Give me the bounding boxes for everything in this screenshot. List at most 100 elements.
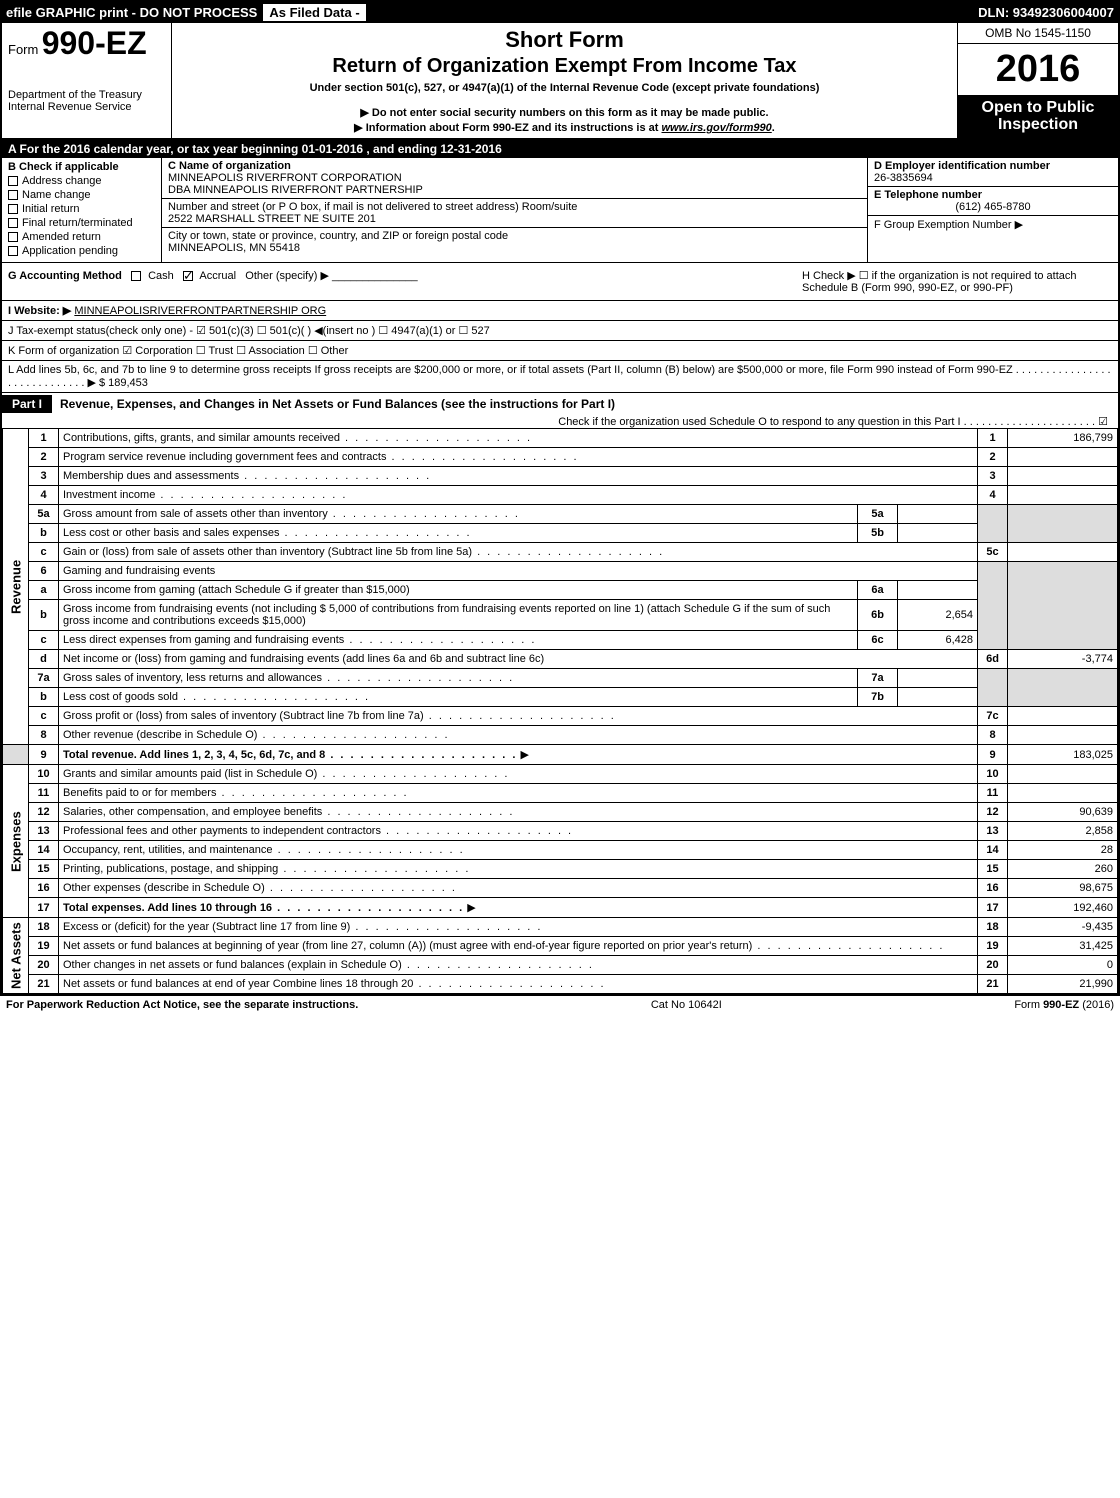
sidebar-netassets: Net Assets bbox=[3, 918, 29, 994]
l5a-num: 5a bbox=[29, 505, 59, 524]
chk-amended[interactable] bbox=[8, 232, 18, 242]
chk-amended-label: Amended return bbox=[22, 231, 101, 243]
h-check: H Check ▶ ☐ if the organization is not r… bbox=[802, 269, 1112, 294]
l21-desc: Net assets or fund balances at end of ye… bbox=[63, 978, 606, 990]
l6a-bn: 6a bbox=[858, 581, 898, 600]
org-name2: DBA MINNEAPOLIS RIVERFRONT PARTNERSHIP bbox=[168, 184, 861, 196]
col-def: D Employer identification number 26-3835… bbox=[868, 158, 1118, 262]
l19-num: 19 bbox=[29, 937, 59, 956]
addr-label: Number and street (or P O box, if mail i… bbox=[168, 201, 861, 213]
row-k-org: K Form of organization ☑ Corporation ☐ T… bbox=[2, 341, 1118, 361]
l11-val bbox=[1008, 784, 1118, 803]
l6b-num: b bbox=[29, 600, 59, 631]
l5c-desc: Gain or (loss) from sale of assets other… bbox=[63, 546, 664, 558]
l5b-bn: 5b bbox=[858, 524, 898, 543]
g-other: Other (specify) ▶ bbox=[245, 270, 329, 282]
open-line2: Inspection bbox=[960, 116, 1116, 134]
chk-pending[interactable] bbox=[8, 246, 18, 256]
info-pre: ▶ Information about Form 990-EZ and its … bbox=[354, 122, 661, 134]
l12-val: 90,639 bbox=[1008, 803, 1118, 822]
phone-value: (612) 465-8780 bbox=[874, 201, 1112, 213]
l7a-num: 7a bbox=[29, 669, 59, 688]
part1-label: Part I bbox=[2, 395, 52, 413]
header: Form 990-EZ Department of the Treasury I… bbox=[2, 23, 1118, 140]
l2-num: 2 bbox=[29, 448, 59, 467]
chk-final[interactable] bbox=[8, 218, 18, 228]
l18-val: -9,435 bbox=[1008, 918, 1118, 937]
l16-desc: Other expenses (describe in Schedule O) bbox=[63, 882, 457, 894]
l6b-bn: 6b bbox=[858, 600, 898, 631]
l11-rn: 11 bbox=[978, 784, 1008, 803]
l15-rn: 15 bbox=[978, 860, 1008, 879]
l16-val: 98,675 bbox=[1008, 879, 1118, 898]
l7a-bn: 7a bbox=[858, 669, 898, 688]
l17-desc: Total expenses. Add lines 10 through 16 bbox=[63, 902, 464, 914]
city-label: City or town, state or province, country… bbox=[168, 230, 861, 242]
l6c-desc: Less direct expenses from gaming and fun… bbox=[63, 634, 536, 646]
org-city: MINNEAPOLIS, MN 55418 bbox=[168, 242, 861, 254]
l4-rn: 4 bbox=[978, 486, 1008, 505]
l6a-num: a bbox=[29, 581, 59, 600]
part1-header: Part I Revenue, Expenses, and Changes in… bbox=[2, 393, 1118, 415]
chk-accrual[interactable] bbox=[183, 271, 193, 281]
sidebar-expenses: Expenses bbox=[3, 765, 29, 918]
tax-year: 2016 bbox=[958, 44, 1118, 95]
l9-desc: Total revenue. Add lines 1, 2, 3, 4, 5c,… bbox=[63, 749, 517, 761]
chk-name[interactable] bbox=[8, 190, 18, 200]
footer-mid: Cat No 10642I bbox=[651, 999, 722, 1011]
l7b-desc: Less cost of goods sold bbox=[63, 691, 370, 703]
l14-val: 28 bbox=[1008, 841, 1118, 860]
l7-greyV bbox=[1008, 669, 1118, 707]
l14-rn: 14 bbox=[978, 841, 1008, 860]
chk-cash[interactable] bbox=[131, 271, 141, 281]
l5c-rn: 5c bbox=[978, 543, 1008, 562]
l6d-rn: 6d bbox=[978, 650, 1008, 669]
info-post: . bbox=[772, 122, 775, 134]
chk-address-label: Address change bbox=[22, 175, 102, 187]
l15-desc: Printing, publications, postage, and shi… bbox=[63, 863, 470, 875]
chk-address[interactable] bbox=[8, 176, 18, 186]
l7c-desc: Gross profit or (loss) from sales of inv… bbox=[63, 710, 616, 722]
l13-desc: Professional fees and other payments to … bbox=[63, 825, 573, 837]
l5a-bn: 5a bbox=[858, 505, 898, 524]
l2-rn: 2 bbox=[978, 448, 1008, 467]
chk-initial[interactable] bbox=[8, 204, 18, 214]
l1-num: 1 bbox=[29, 429, 59, 448]
l19-val: 31,425 bbox=[1008, 937, 1118, 956]
l7b-bv bbox=[898, 688, 978, 707]
website-value[interactable]: MINNEAPOLISRIVERFRONTPARTNERSHIP ORG bbox=[74, 305, 326, 317]
l14-desc: Occupancy, rent, utilities, and maintena… bbox=[63, 844, 465, 856]
top-bar: efile GRAPHIC print - DO NOT PROCESS As … bbox=[2, 2, 1118, 23]
org-addr: 2522 MARSHALL STREET NE SUITE 201 bbox=[168, 213, 861, 225]
l7a-desc: Gross sales of inventory, less returns a… bbox=[63, 672, 514, 684]
l5b-bv bbox=[898, 524, 978, 543]
l1-val: 186,799 bbox=[1008, 429, 1118, 448]
chk-initial-label: Initial return bbox=[22, 203, 79, 215]
l8-rn: 8 bbox=[978, 726, 1008, 745]
l3-num: 3 bbox=[29, 467, 59, 486]
row-j-status: J Tax-exempt status(check only one) - ☑ … bbox=[2, 321, 1118, 341]
dept-treasury: Department of the Treasury bbox=[8, 89, 165, 101]
omb-number: OMB No 1545-1150 bbox=[958, 23, 1118, 44]
c-name-label: C Name of organization bbox=[168, 160, 861, 172]
l10-num: 10 bbox=[29, 765, 59, 784]
l18-rn: 18 bbox=[978, 918, 1008, 937]
l16-rn: 16 bbox=[978, 879, 1008, 898]
l15-val: 260 bbox=[1008, 860, 1118, 879]
l21-rn: 21 bbox=[978, 975, 1008, 994]
l6b-bv: 2,654 bbox=[898, 600, 978, 631]
e-phone-label: E Telephone number bbox=[874, 189, 1112, 201]
l8-val bbox=[1008, 726, 1118, 745]
l2-val bbox=[1008, 448, 1118, 467]
l7b-bn: 7b bbox=[858, 688, 898, 707]
l1-rn: 1 bbox=[978, 429, 1008, 448]
efile-label: efile GRAPHIC print - DO NOT PROCESS bbox=[6, 5, 257, 20]
l10-desc: Grants and similar amounts paid (list in… bbox=[63, 768, 509, 780]
under-section: Under section 501(c), 527, or 4947(a)(1)… bbox=[180, 82, 949, 94]
l9-rn: 9 bbox=[978, 745, 1008, 765]
footer-left: For Paperwork Reduction Act Notice, see … bbox=[6, 999, 358, 1011]
l18-num: 18 bbox=[29, 918, 59, 937]
l16-num: 16 bbox=[29, 879, 59, 898]
irs-link[interactable]: www.irs.gov/form990 bbox=[662, 122, 772, 134]
l2-desc: Program service revenue including govern… bbox=[63, 451, 579, 463]
